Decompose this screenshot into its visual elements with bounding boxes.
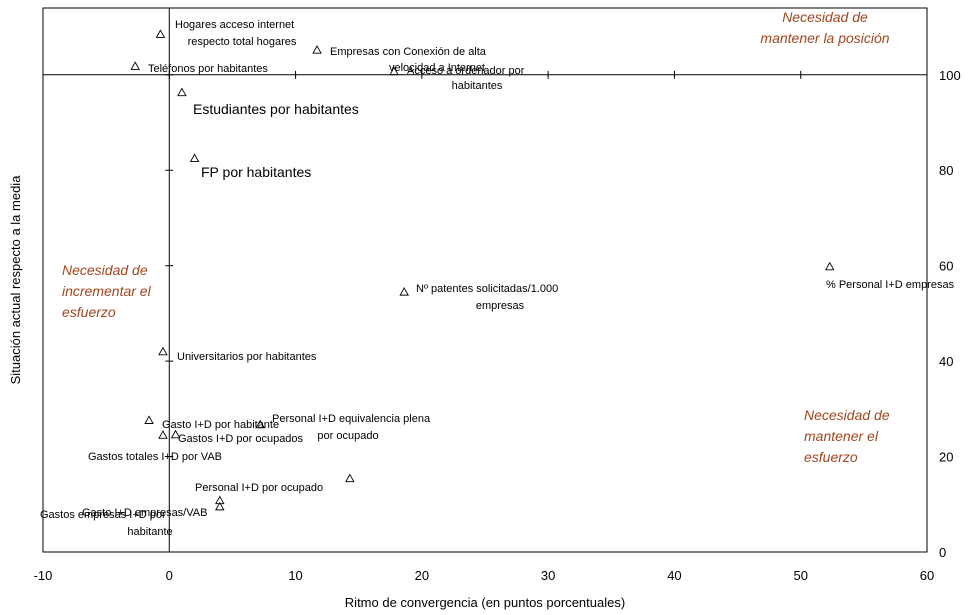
quadrant-annotation: Necesidad de — [62, 262, 148, 278]
x-tick-label: 60 — [920, 568, 934, 583]
data-point-marker — [215, 495, 225, 505]
y-tick-label: 20 — [939, 450, 953, 465]
data-point-marker — [389, 66, 399, 76]
data-point-label: Teléfonos por habitantes — [148, 63, 268, 75]
quadrant-annotation: esfuerzo — [62, 304, 116, 320]
data-point-marker — [215, 501, 225, 511]
data-point-label: Gasto I+D por habitante — [162, 419, 279, 431]
x-tick-label: 10 — [288, 568, 302, 583]
data-point-marker — [170, 429, 181, 439]
x-tick-label: 30 — [541, 568, 555, 583]
quadrant-annotation: Necesidad de — [782, 9, 868, 25]
y-tick-label: 100 — [939, 68, 961, 83]
data-point-label: respecto total hogares — [188, 36, 297, 48]
x-tick-label: -10 — [34, 568, 53, 583]
x-tick-label: 20 — [415, 568, 429, 583]
data-point-label: habitantes — [452, 80, 503, 92]
x-tick-label: 40 — [667, 568, 681, 583]
data-point-marker — [255, 419, 265, 429]
data-point-label: % Personal I+D empresas — [826, 279, 955, 291]
data-point-marker — [158, 430, 168, 439]
data-point-label: Universitarios por habitantes — [177, 351, 317, 363]
data-point-label: empresas — [476, 300, 525, 312]
data-point-marker — [177, 87, 187, 97]
data-point-marker — [158, 346, 168, 356]
quadrant-annotation: mantener la posición — [760, 30, 889, 46]
y-tick-label: 80 — [939, 163, 953, 178]
x-tick-label: 50 — [793, 568, 807, 583]
data-point-label: Gasto I+D empresas/VAB — [82, 507, 207, 519]
data-point-label: FP por habitantes — [201, 164, 311, 180]
data-point-marker — [155, 29, 166, 38]
data-point-marker — [144, 415, 154, 424]
y-tick-label: 60 — [939, 259, 953, 274]
data-point-marker — [312, 45, 322, 54]
data-point-label: Acceso a ordenador por — [407, 65, 525, 77]
y-tick-label: 40 — [939, 354, 953, 369]
data-point-label: Estudiantes por habitantes — [193, 101, 359, 117]
data-point-marker — [824, 261, 835, 271]
data-point-marker — [189, 153, 200, 162]
y-axis-title: Situación actual respecto a la media — [8, 175, 23, 385]
data-point-label: Hogares acceso internet — [175, 19, 294, 31]
data-point-marker — [130, 61, 140, 70]
data-point-label: Empresas con Conexión de alta — [330, 46, 487, 58]
data-point-label: por ocupado — [317, 430, 378, 442]
data-point-label: Gastos totales I+D por VAB — [88, 451, 222, 463]
data-point-label: Nº patentes solicitadas/1.000 — [416, 283, 558, 295]
quadrant-annotation: Necesidad de — [804, 407, 890, 423]
plot-frame — [42, 7, 928, 553]
data-point-label: velocidad a Internet — [389, 62, 485, 74]
x-axis-title: Ritmo de convergencia (en puntos porcent… — [345, 595, 625, 610]
data-point-marker — [345, 473, 355, 483]
data-point-marker — [399, 287, 409, 296]
data-point-label: Personal I+D equivalencia plena — [272, 413, 431, 425]
quadrant-annotation: incrementar el — [62, 283, 152, 299]
data-point-label: habitante — [127, 526, 172, 538]
data-point-label: Personal I+D por ocupado — [195, 482, 323, 494]
data-point-label: Gastos empresas I+D por — [40, 509, 166, 521]
x-tick-label: 0 — [166, 568, 173, 583]
y-tick-label: 0 — [939, 545, 946, 560]
data-point-label: Gastos I+D por ocupados — [178, 433, 304, 445]
quadrant-annotation: esfuerzo — [804, 449, 858, 465]
quadrant-annotation: mantener el — [804, 428, 879, 444]
